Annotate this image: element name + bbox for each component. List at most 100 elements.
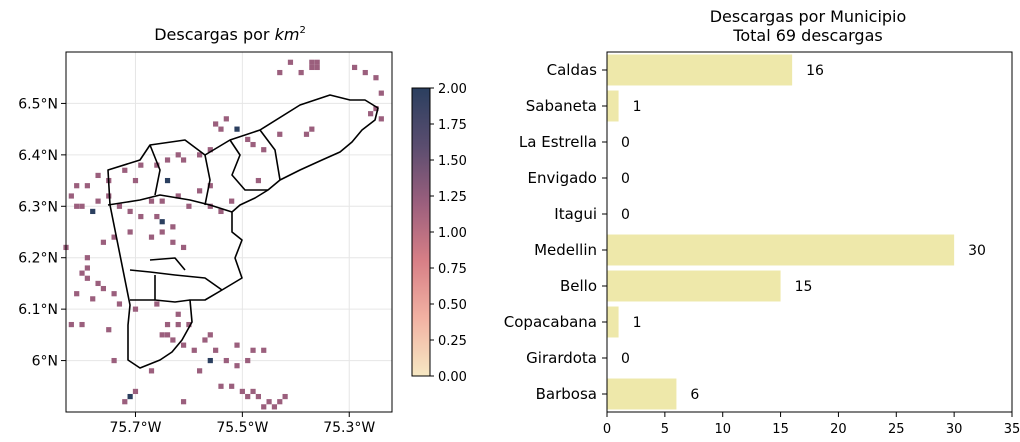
category-label: Girardota (526, 349, 597, 367)
map-cell (164, 321, 171, 328)
category-label: Envigado (528, 169, 597, 187)
map-cell (223, 357, 229, 364)
map-cell (90, 208, 96, 215)
map-cell (207, 332, 213, 338)
category-label: Itagui (554, 205, 597, 223)
map-cell (271, 404, 278, 410)
map-cell (245, 393, 251, 400)
map-cell (164, 332, 171, 338)
map-cell (95, 172, 101, 179)
map-cell (378, 90, 384, 96)
colorbar-tick-label: 0.75 (438, 262, 467, 277)
x-axis-ticks: 0 5 10 15 20 25 30 35 (603, 412, 1020, 437)
map-cell (170, 224, 176, 230)
x-tick-label: 30 (946, 422, 963, 437)
map-cell (164, 177, 171, 184)
map-cell (373, 105, 379, 112)
value-label: 15 (795, 279, 813, 295)
map-cell (79, 321, 85, 328)
map-cell (223, 116, 229, 122)
x-tick-label: 20 (830, 422, 847, 437)
map-cell (277, 131, 283, 137)
map-cell (277, 69, 283, 76)
value-label: 6 (690, 387, 699, 403)
map-cell (132, 388, 139, 395)
x-tick-label: 25 (888, 422, 905, 437)
map-cell (234, 126, 240, 132)
map-cell (138, 162, 144, 168)
map-cell (148, 234, 155, 240)
map-cell (79, 270, 85, 276)
map-cell (378, 116, 384, 122)
bar (607, 270, 781, 302)
longitude-tick-label: 75.5°W (216, 420, 268, 436)
value-label: 0 (621, 207, 630, 223)
boundary-copacabana-west (204, 154, 211, 206)
map-cell (132, 177, 139, 184)
map-cell (74, 183, 80, 189)
map-cell (180, 244, 187, 251)
map-cell (148, 198, 155, 204)
map-cell (197, 368, 203, 374)
colorbar-tick-label: 0.00 (438, 370, 467, 385)
category-label: Bello (560, 277, 597, 295)
boundary-bello (107, 194, 233, 213)
map-cell (180, 399, 187, 405)
map-cell (298, 69, 304, 76)
colorbar-tick-label: 1.75 (438, 118, 467, 133)
category-labels: Caldas Sabaneta La Estrella Envigado Itagui M… (504, 61, 607, 403)
map-cell (186, 321, 192, 328)
map-cell (218, 208, 224, 215)
map-cell (159, 229, 165, 235)
map-cell (309, 126, 315, 132)
category-label: Caldas (547, 61, 598, 79)
map-cell (154, 213, 160, 220)
colorbar-ticks: 0.00 0.25 0.50 0.75 1.00 1.25 1.50 1.75 2.00 (430, 82, 467, 385)
map-cell (68, 321, 74, 328)
map-cell (362, 69, 368, 76)
map-cell (368, 111, 374, 117)
map-cell (207, 147, 213, 153)
map-cell (245, 357, 251, 364)
map-cell (277, 399, 283, 405)
map-cell (148, 368, 155, 374)
value-label: 0 (621, 171, 630, 187)
map-cell (74, 203, 80, 209)
boundary-barbosa (259, 129, 281, 181)
map-cell (68, 193, 74, 199)
bar (607, 90, 619, 122)
map-frame (65, 51, 393, 413)
bar-subtitle: Total 69 descargas (732, 26, 882, 45)
category-label: La Estrella (519, 133, 597, 151)
map-cell (351, 64, 358, 71)
map-cell (95, 280, 101, 287)
map-cell (309, 64, 315, 71)
map-cell (218, 126, 224, 132)
boundary-itagui (149, 257, 186, 271)
map-cell (132, 306, 139, 312)
map-title-superscript: 2 (299, 25, 305, 36)
map-panel: Descargas por km2 6°N 6.1°N 6.2°N 6.3°N 6.4°… (18, 25, 393, 436)
value-label: 16 (806, 63, 824, 79)
map-cell (245, 136, 251, 143)
map-cell (90, 296, 96, 302)
colorbar-tick-label: 0.25 (438, 334, 467, 349)
map-cell (84, 265, 90, 271)
map-cell (84, 255, 90, 261)
map-cell (111, 291, 117, 297)
colorbar-tick-label: 1.50 (438, 154, 467, 169)
map-cell (164, 157, 171, 163)
map-title: Descargas por km2 (154, 25, 306, 44)
longitude-ticks: 75.7°W 75.5°W 75.3°W (109, 412, 375, 436)
category-label: Medellin (534, 241, 597, 259)
map-cell (159, 219, 165, 225)
map-cell (191, 347, 197, 353)
map-cell (100, 285, 107, 292)
map-cell (314, 59, 320, 65)
bar-panel: Descargas por Municipio Total 69 descarg… (504, 7, 1020, 437)
latitude-tick-label: 6.1°N (18, 302, 58, 318)
map-cell (314, 64, 320, 71)
